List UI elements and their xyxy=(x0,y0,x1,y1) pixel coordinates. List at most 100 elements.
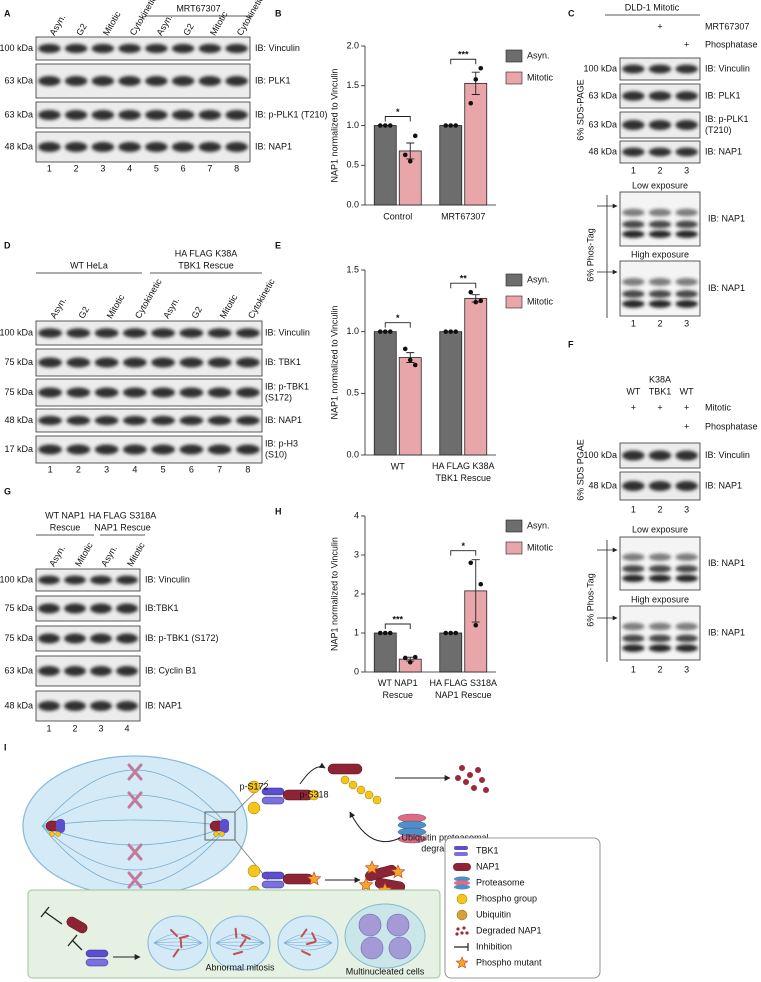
degraded-fragment xyxy=(455,775,461,781)
blot-band xyxy=(648,622,672,631)
blot xyxy=(35,36,251,61)
blot-band xyxy=(648,220,672,229)
legend-swatch xyxy=(505,273,523,287)
data-point xyxy=(407,158,413,164)
blot-band xyxy=(622,553,645,561)
lane-label: Asyn. xyxy=(48,13,68,37)
spindle-fiber xyxy=(215,941,265,944)
ib-label: IB: NAP1 xyxy=(255,141,292,151)
blot-band xyxy=(675,565,698,573)
blot-band xyxy=(116,666,138,676)
ib-label: IB: p-PLK1 xyxy=(705,114,749,124)
blot-band xyxy=(123,444,147,455)
significance-label: * xyxy=(461,541,465,551)
chromosome xyxy=(301,950,311,956)
proteasome-icon xyxy=(454,880,470,886)
blot-band xyxy=(675,147,698,157)
legend-swatch xyxy=(505,541,523,555)
blot-band xyxy=(622,64,645,74)
spindle-fiber xyxy=(153,933,203,944)
legend-swatch xyxy=(505,49,523,63)
x-tick-label: WT xyxy=(391,461,405,471)
blot-band xyxy=(38,76,61,86)
lane-number: 1 xyxy=(631,664,636,674)
blot-band xyxy=(64,633,86,644)
blot-band xyxy=(622,300,645,308)
ib-label: IB: Vinculin xyxy=(255,43,300,53)
treatment-label: Phosphatase xyxy=(705,39,758,49)
ib-label: IB: Vinculin xyxy=(145,574,190,584)
blot-band xyxy=(622,290,645,298)
phospho-icon xyxy=(219,831,225,837)
degraded-fragment xyxy=(471,785,477,791)
blot-band xyxy=(118,142,141,152)
blot-band xyxy=(622,220,645,229)
data-point xyxy=(453,123,459,128)
ib-label: IB: NAP1 xyxy=(265,415,302,425)
x-tick-label: Control xyxy=(383,211,412,221)
panel-letter: E xyxy=(275,240,281,250)
lane-number: 7 xyxy=(217,464,222,474)
spindle-fiber xyxy=(283,937,333,944)
blot-band xyxy=(123,415,147,426)
blot-band xyxy=(675,290,698,298)
mw-label: 75 kDa xyxy=(4,633,33,643)
mw-label: 100 kDa xyxy=(0,43,33,53)
legend-label: Mitotic xyxy=(527,72,554,82)
phospho-icon xyxy=(213,831,219,837)
group-label: TBK1 Rescue xyxy=(178,260,234,270)
gel-label: 6% Phos-Tag xyxy=(585,228,595,282)
ib-label: IB: NAP1 xyxy=(708,558,745,568)
panel-letter: C xyxy=(568,8,575,18)
mitotic-cell xyxy=(147,915,209,971)
degraded-fragment xyxy=(479,777,485,783)
blot xyxy=(35,568,141,592)
y-tick-label: 1.5 xyxy=(346,264,359,274)
lane-header: WT xyxy=(626,386,640,396)
y-tick-label: 1.0 xyxy=(346,326,359,336)
blot-band xyxy=(38,357,62,368)
bar xyxy=(439,125,463,206)
significance-label: * xyxy=(396,313,400,323)
phospho-icon xyxy=(356,785,366,795)
spindle-fiber xyxy=(41,794,136,827)
treatment-label: Mitotic xyxy=(705,402,732,412)
blot-band xyxy=(116,701,138,711)
blot-band xyxy=(622,278,645,286)
blot-band xyxy=(94,415,119,426)
legend-box xyxy=(444,837,601,979)
blot-band xyxy=(123,357,147,368)
blot-band xyxy=(118,43,141,54)
spindle-fiber xyxy=(41,769,136,827)
data-point xyxy=(407,659,413,665)
significance-bracket xyxy=(384,322,411,328)
bar xyxy=(373,632,397,673)
ib-label: (S172) xyxy=(265,392,292,402)
legend-label: Ubiquitin xyxy=(476,909,511,919)
lane-label: Mitotic xyxy=(101,9,123,37)
y-axis-label: NAP1 normalized to Vinculin xyxy=(329,69,339,183)
blot-band xyxy=(675,64,698,74)
nucleus xyxy=(358,913,382,937)
data-point xyxy=(382,630,388,636)
data-point xyxy=(453,329,459,334)
blot-band xyxy=(118,110,141,120)
phospho-icon xyxy=(456,893,468,905)
lane-label: Cytokinetic xyxy=(235,0,266,37)
degraded-fragment xyxy=(456,927,460,931)
legend-swatch xyxy=(505,519,523,533)
blot-band xyxy=(171,76,195,86)
plus-sign: + xyxy=(684,402,689,412)
mw-label: 48 kDa xyxy=(4,700,33,710)
ib-label: IB: NAP1 xyxy=(705,146,742,156)
blot-band xyxy=(38,387,62,398)
y-axis-label: NAP1 normalized to Vinculin xyxy=(329,306,339,420)
inhibition-icon xyxy=(67,934,83,951)
plus-sign: + xyxy=(684,421,689,431)
bar xyxy=(373,125,397,206)
site-label: p-S318 xyxy=(299,789,328,799)
y-tick-label: 0.5 xyxy=(346,160,359,170)
blot-band xyxy=(179,415,204,426)
treatment-label: Phosphatase xyxy=(705,421,758,431)
data-point xyxy=(402,152,408,158)
